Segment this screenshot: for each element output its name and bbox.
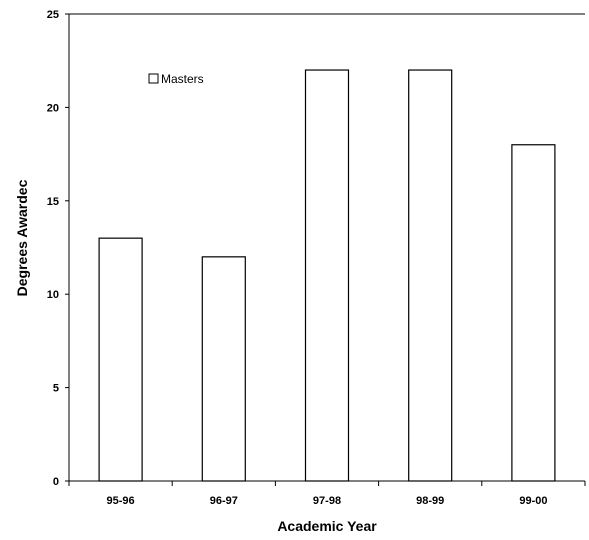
bar-99-00	[511, 144, 556, 482]
bar-95-96	[98, 237, 143, 482]
x-tick-label: 98-99	[416, 495, 444, 507]
x-tick-label: 97-98	[313, 495, 341, 507]
y-tick-label: 5	[53, 383, 59, 395]
y-tick-label: 10	[47, 289, 59, 301]
y-tick-label: 15	[47, 196, 59, 208]
x-axis-title: Academic Year	[277, 518, 377, 534]
y-tick-label: 20	[47, 102, 59, 114]
legend-label-masters: Masters	[161, 72, 204, 86]
x-tick-label: 95-96	[107, 495, 135, 507]
x-ticks-group: 95-96 96-97 97-98 98-99 99-00	[68, 481, 586, 507]
legend: Masters	[148, 72, 204, 86]
legend-swatch-masters	[148, 73, 159, 84]
bars-group	[98, 69, 556, 482]
y-tick-label: 0	[53, 476, 59, 488]
x-tick-label: 96-97	[210, 495, 238, 507]
y-axis-title: Degrees Awardec	[14, 179, 30, 296]
x-tick-label: 99-00	[519, 495, 547, 507]
y-tick-label: 25	[47, 9, 59, 21]
bar-98-99	[408, 69, 453, 482]
y-ticks-group: 0 5 10 15 20 25	[47, 9, 69, 488]
bar-96-97	[201, 256, 246, 482]
bar-97-98	[304, 69, 350, 482]
